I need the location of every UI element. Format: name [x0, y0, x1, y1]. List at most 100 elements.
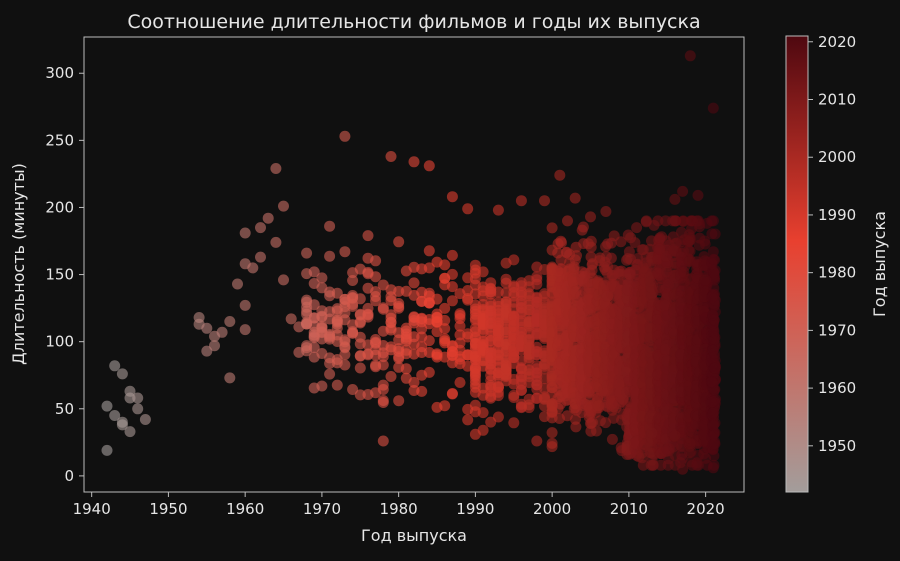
- data-point: [400, 325, 412, 337]
- data-point: [423, 335, 435, 347]
- data-point: [706, 228, 718, 240]
- data-point: [613, 268, 625, 280]
- data-point: [652, 314, 663, 325]
- data-point: [293, 346, 305, 358]
- data-point: [585, 241, 597, 253]
- data-point: [454, 377, 466, 388]
- data-point: [709, 362, 721, 374]
- data-point: [454, 320, 466, 332]
- data-point: [605, 237, 617, 249]
- data-point: [301, 247, 313, 259]
- data-point: [652, 215, 664, 227]
- data-points: [101, 50, 721, 475]
- data-point: [423, 245, 435, 257]
- data-point: [262, 212, 274, 224]
- data-point: [644, 276, 656, 287]
- data-point: [209, 340, 220, 352]
- data-point: [684, 50, 696, 62]
- data-point: [667, 215, 679, 227]
- data-point: [561, 246, 573, 258]
- data-point: [393, 285, 405, 297]
- data-point: [707, 246, 719, 258]
- data-point: [201, 322, 213, 334]
- data-point: [239, 324, 251, 336]
- data-point: [132, 392, 144, 404]
- data-point: [431, 401, 443, 413]
- y-axis: 0 50 100 150 200 250 300: [45, 64, 84, 485]
- colorbar-tick-label: 1990: [818, 206, 856, 224]
- data-point: [622, 253, 634, 264]
- data-point: [385, 291, 397, 303]
- data-point: [224, 372, 236, 384]
- data-point: [408, 376, 420, 388]
- data-point: [239, 227, 251, 239]
- data-point: [385, 371, 397, 382]
- data-point: [708, 314, 720, 326]
- data-point: [567, 275, 579, 287]
- data-point: [576, 266, 588, 278]
- data-point: [615, 236, 627, 248]
- data-point: [629, 437, 641, 449]
- colorbar-tick-label: 1980: [818, 264, 856, 282]
- data-point: [416, 347, 428, 358]
- data-point: [423, 262, 435, 274]
- x-tick-label: 1990: [456, 500, 494, 518]
- chart-title: Соотношение длительности фильмов и годы …: [127, 11, 700, 33]
- data-point: [316, 272, 328, 284]
- data-point: [554, 169, 566, 181]
- data-point: [706, 258, 718, 270]
- data-point: [101, 400, 113, 412]
- data-point: [324, 368, 336, 380]
- data-point: [669, 193, 681, 205]
- data-point: [591, 425, 602, 437]
- y-tick-label: 300: [45, 64, 74, 82]
- data-point: [339, 342, 351, 354]
- data-point: [109, 410, 121, 421]
- data-point: [700, 274, 712, 286]
- data-point: [546, 222, 558, 234]
- data-point: [570, 421, 582, 433]
- data-point: [331, 287, 343, 299]
- data-point: [347, 275, 359, 286]
- data-point: [600, 206, 612, 217]
- data-point: [370, 255, 382, 267]
- data-point: [446, 191, 458, 203]
- data-point: [139, 414, 151, 425]
- data-point: [469, 273, 481, 285]
- x-axis-label: Год выпуска: [361, 526, 467, 545]
- data-point: [582, 294, 594, 306]
- data-point: [116, 368, 128, 380]
- data-point: [270, 163, 282, 174]
- data-point: [431, 293, 443, 305]
- data-point: [508, 389, 520, 401]
- data-point: [706, 396, 718, 408]
- data-point: [683, 245, 695, 256]
- data-point: [232, 278, 243, 290]
- data-point: [324, 220, 336, 232]
- data-point: [692, 459, 704, 471]
- data-point: [201, 345, 213, 357]
- data-point: [331, 379, 343, 391]
- data-point: [462, 203, 474, 215]
- data-point: [646, 427, 658, 439]
- data-point: [562, 215, 573, 227]
- x-tick-label: 1970: [303, 500, 341, 518]
- data-point: [561, 410, 573, 422]
- data-point: [500, 273, 512, 285]
- data-point: [354, 362, 366, 374]
- data-point: [707, 420, 719, 431]
- data-point: [492, 411, 504, 423]
- y-tick-label: 100: [45, 333, 74, 351]
- data-point: [707, 407, 719, 419]
- data-point: [239, 299, 251, 311]
- data-point: [224, 316, 236, 327]
- data-point: [651, 369, 663, 381]
- data-point: [469, 368, 481, 379]
- data-point: [255, 251, 266, 263]
- x-axis: 1940 1950 1960 1970 1980 1990 2000 2010 2020: [73, 492, 725, 518]
- data-point: [677, 463, 689, 475]
- data-point: [293, 321, 305, 333]
- data-point: [270, 236, 282, 248]
